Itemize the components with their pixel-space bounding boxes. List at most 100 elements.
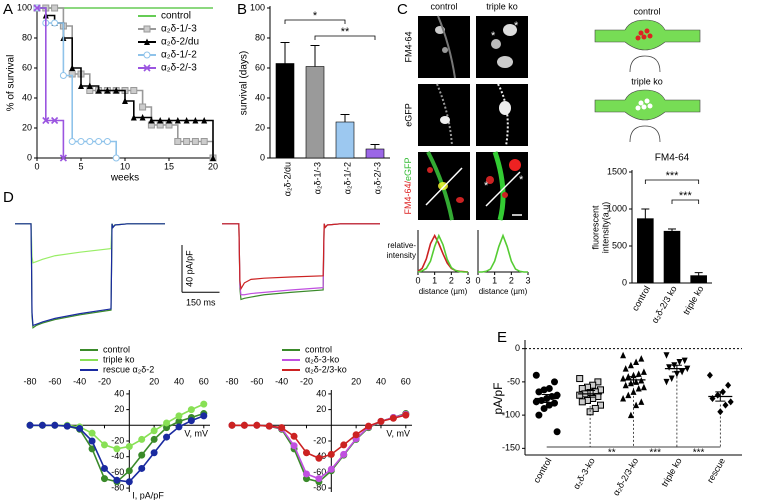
marker (722, 401, 729, 409)
marker (88, 429, 96, 437)
y-tick-label: 20 (22, 122, 32, 132)
y-tick-label: 0 (27, 152, 32, 162)
marker (717, 408, 724, 416)
marker (187, 406, 195, 414)
marker (125, 442, 133, 450)
marker (663, 378, 670, 386)
x-axis-label: V, mV (184, 429, 208, 439)
bar (275, 63, 295, 159)
legend-label: α₂δ-3-ko (305, 354, 339, 364)
marker (578, 398, 586, 406)
marker (638, 355, 645, 362)
marker (327, 450, 335, 458)
marker (76, 424, 84, 432)
marker (290, 442, 298, 450)
marker (228, 421, 236, 429)
marker (265, 422, 273, 430)
x-tick-label: 5 (78, 161, 83, 171)
panel-letter: C (397, 1, 408, 18)
marker (725, 381, 732, 389)
marker (125, 467, 133, 475)
marker (174, 138, 182, 145)
significance-label: *** (693, 448, 705, 459)
x-tick-label: 15 (164, 161, 174, 171)
legend-label: triple ko (103, 354, 135, 364)
legend-label: α₂δ-2/-3 (161, 63, 197, 74)
marker (103, 138, 111, 145)
significance-bracket (671, 199, 700, 204)
marker (138, 451, 146, 459)
marker (69, 64, 76, 71)
series-line (417, 233, 468, 273)
marker (532, 398, 540, 406)
marker (51, 4, 59, 12)
y-tick-label: 40 (316, 388, 326, 398)
y-tick-label: -80 (111, 482, 124, 492)
x-tick-label: triple ko (681, 284, 705, 316)
marker (535, 388, 543, 396)
significance-label: ** (341, 26, 350, 38)
x-axis-label: weeks (110, 173, 139, 184)
series-line (37, 7, 117, 158)
marker (633, 358, 640, 365)
x-tick-label: α₂δ-1/-3 (312, 162, 322, 194)
y-axis-label: I, pA/pF (132, 490, 164, 500)
marker (59, 72, 67, 79)
marker (63, 422, 71, 430)
marker (635, 370, 642, 377)
asterisk: * (514, 20, 519, 32)
y-tick-label: -100 (502, 409, 520, 419)
marker (174, 117, 181, 124)
marker (95, 138, 103, 145)
x-tick-label: α₂δ-2/du (282, 162, 292, 196)
x-tick-label: 60 (199, 376, 209, 386)
marker (553, 428, 561, 436)
x-axis-label: V, mV (386, 429, 410, 439)
y-tick-label: 1500 (607, 166, 627, 176)
marker (143, 51, 151, 59)
y-tick-label: 20 (255, 122, 265, 132)
marker (38, 421, 46, 429)
sem-bar (715, 391, 726, 402)
sem-bar (585, 390, 596, 398)
y-tick-label: 40 (255, 92, 265, 102)
marker (166, 117, 172, 124)
marker (240, 421, 248, 429)
marker (125, 478, 133, 486)
y-tick-label: -40 (111, 451, 124, 461)
marker (68, 138, 76, 145)
x-tick-label: α₂δ-3-ko (571, 456, 597, 491)
marker (551, 378, 558, 386)
marker (88, 437, 96, 445)
marker (635, 385, 642, 392)
marker (86, 138, 94, 145)
y-tick-label: -80 (313, 482, 326, 492)
bar (663, 230, 681, 284)
marker (532, 371, 540, 379)
x-tick-label: -80 (225, 376, 238, 386)
marker (302, 449, 310, 457)
marker (100, 475, 108, 483)
marker (163, 419, 171, 427)
x-tick-label: -40 (73, 376, 86, 386)
x-axis-label: distance (µm) (419, 287, 468, 296)
marker (620, 375, 627, 382)
marker (130, 87, 138, 94)
marker (144, 38, 150, 45)
legend-label: α₂δ-2/3-ko (305, 364, 347, 374)
significance-bracket (284, 19, 346, 24)
bar (305, 66, 325, 159)
chart-title: FM4-64 (655, 153, 690, 164)
marker (26, 421, 34, 429)
x-tick-label: 0 (34, 161, 39, 171)
legend-label: control (103, 344, 130, 354)
marker (130, 114, 137, 121)
marker (122, 97, 128, 104)
marker (630, 388, 637, 395)
sem-bar (628, 376, 639, 384)
marker (33, 4, 41, 12)
asterisk: * (491, 30, 496, 42)
marker (340, 441, 348, 449)
marker (633, 401, 640, 409)
marker (315, 454, 323, 462)
